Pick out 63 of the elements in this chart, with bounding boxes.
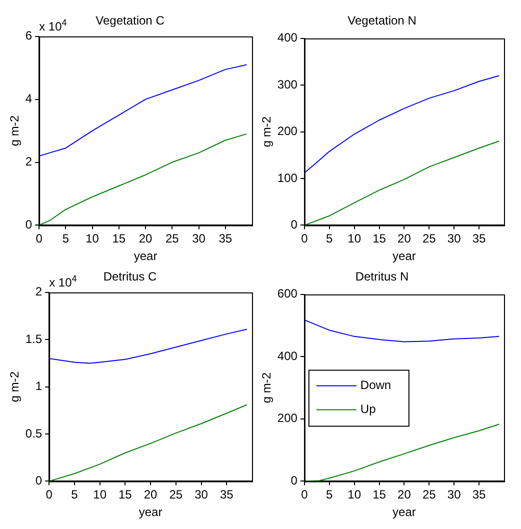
x-tick-label: 30	[447, 232, 462, 246]
x-tick-label: 25	[422, 232, 436, 246]
x-tick-label: 5	[326, 232, 334, 246]
x-tick-label: 30	[192, 232, 206, 246]
chart-title: Detritus C	[103, 270, 158, 284]
x-tick-label: 30	[447, 488, 462, 502]
y-axis-title: g m-2	[8, 371, 22, 402]
x-tick-label: 30	[194, 488, 208, 502]
x-tick-label: 10	[348, 232, 362, 246]
y-tick-label: 0.5	[25, 426, 42, 440]
x-axis-title: year	[134, 249, 158, 264]
y-tick-label: 400	[277, 348, 298, 363]
y-tick-label: 2	[35, 284, 42, 299]
x-tick-label: 15	[372, 232, 386, 246]
y-tick-label: 100	[277, 170, 298, 185]
chart-title: Vegetation N	[348, 14, 416, 28]
x-tick-label: 0	[301, 488, 308, 502]
y-tick-label: 200	[277, 124, 298, 138]
y-tick-label: 0	[290, 218, 298, 232]
x-tick-label: 15	[118, 488, 132, 502]
x-tick-label: 0	[46, 488, 53, 502]
x-axis-title: year	[392, 505, 416, 520]
x-tick-label: 35	[218, 232, 232, 246]
x-tick-label: 35	[220, 488, 234, 502]
x-tick-label: 20	[138, 232, 153, 246]
legend-label: Up	[360, 402, 376, 416]
legend-label: Down	[360, 378, 392, 392]
y-tick-label: 2	[25, 154, 32, 169]
x-tick-label: 15	[112, 232, 126, 246]
x-tick-label: 35	[472, 488, 486, 502]
x-tick-label: 5	[326, 488, 334, 502]
y-tick-label: 400	[277, 30, 298, 45]
chart-title: Vegetation C	[96, 14, 165, 28]
x-tick-label: 25	[165, 232, 180, 246]
x-tick-label: 25	[169, 488, 183, 502]
y-tick-label: 300	[277, 77, 298, 92]
x-tick-label: 25	[422, 488, 436, 502]
x-axis-title: year	[138, 505, 162, 520]
x-tick-label: 10	[348, 488, 362, 502]
y-tick-label: 1	[35, 379, 42, 394]
y-tick-label: 0	[35, 474, 42, 488]
chart-title: Detritus N	[355, 270, 409, 284]
y-tick-label: 600	[277, 286, 298, 301]
y-tick-label: 6	[25, 28, 32, 43]
y-axis-title: g m-2	[8, 115, 22, 146]
y-axis-title: g m-2	[260, 116, 274, 148]
x-tick-label: 10	[86, 232, 100, 246]
x-tick-label: 20	[144, 488, 158, 502]
x-tick-label: 10	[93, 488, 107, 502]
x-tick-label: 5	[62, 232, 70, 246]
x-tick-label: 0	[301, 232, 308, 246]
y-axis-title: g m-2	[260, 372, 274, 404]
x-tick-label: 15	[372, 488, 386, 502]
x-tick-label: 5	[71, 488, 78, 502]
x-tick-label: 35	[472, 232, 486, 246]
y-tick-label: 4	[25, 92, 32, 106]
x-tick-label: 20	[398, 488, 412, 502]
y-tick-label: 1.5	[25, 332, 42, 346]
y-tick-label: 200	[277, 411, 298, 426]
y-tick-label: 0	[25, 218, 32, 232]
x-axis-title: year	[392, 249, 416, 264]
y-tick-label: 0	[290, 474, 298, 488]
x-tick-label: 20	[398, 232, 412, 246]
